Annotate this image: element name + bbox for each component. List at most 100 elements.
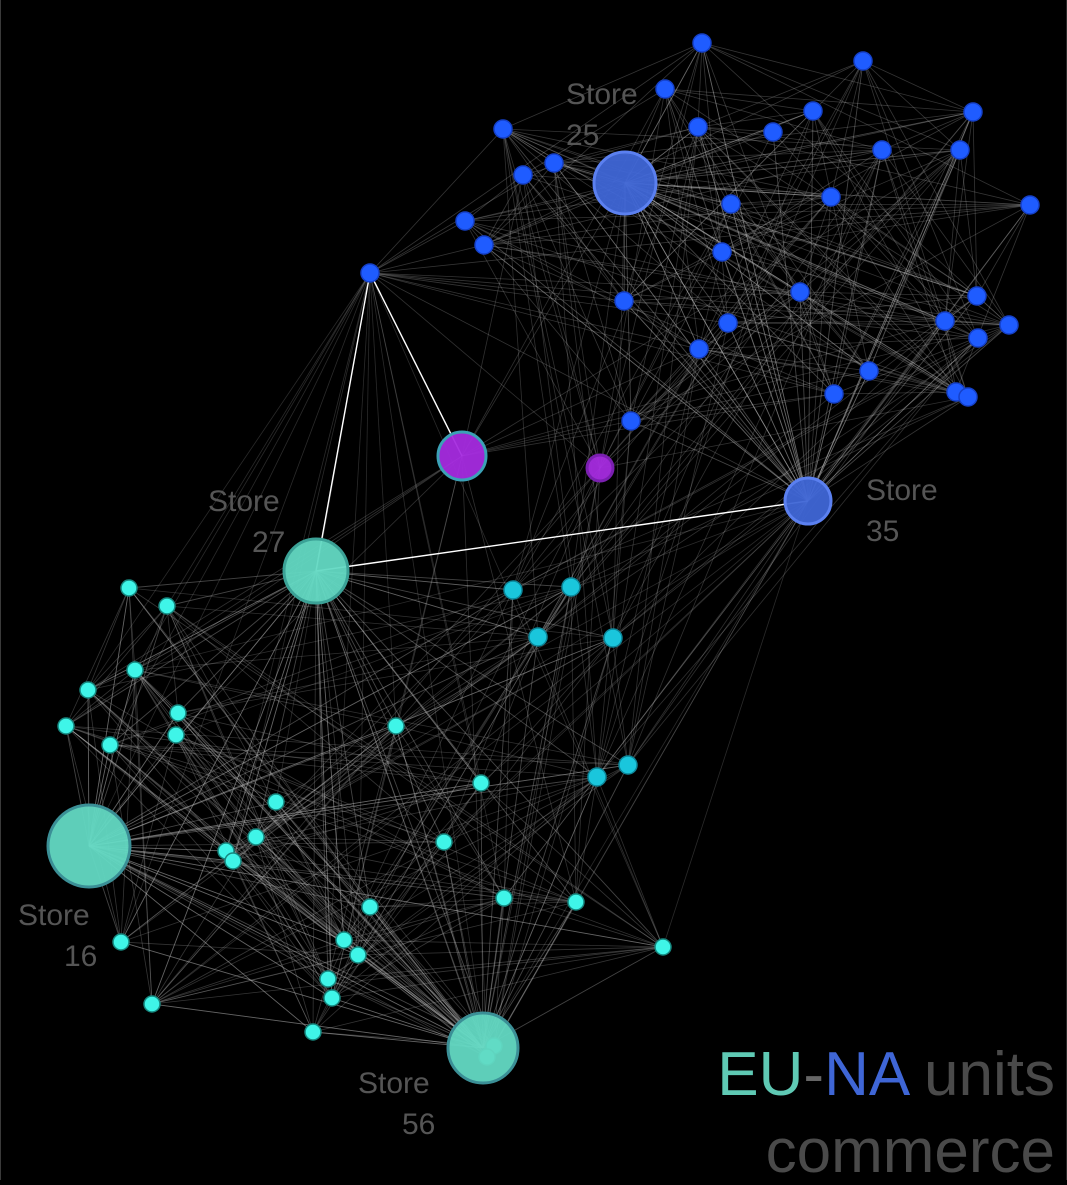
edge — [357, 782, 482, 956]
label-store-25: Store 25 — [566, 78, 646, 152]
blue-node — [859, 361, 879, 381]
edge — [799, 149, 961, 293]
edge — [331, 725, 397, 999]
edge — [65, 725, 482, 784]
edge — [624, 182, 946, 322]
edge — [503, 897, 664, 948]
edge — [395, 725, 505, 899]
edge — [166, 605, 329, 980]
edge — [175, 734, 505, 899]
teal-node — [323, 989, 341, 1007]
cyan-node — [528, 627, 548, 647]
edge — [151, 570, 317, 1005]
edge — [482, 776, 598, 1049]
edge — [395, 725, 598, 778]
edge — [88, 845, 495, 1047]
edge — [109, 744, 482, 784]
edge — [623, 300, 809, 502]
blue-node — [824, 384, 844, 404]
edge — [315, 570, 345, 941]
store-16-node — [46, 803, 132, 889]
edge — [612, 182, 626, 639]
edge — [730, 196, 832, 205]
blue-node — [821, 187, 841, 207]
edge — [701, 42, 809, 502]
edge — [830, 196, 978, 297]
edge — [175, 734, 359, 956]
edge — [461, 324, 1010, 457]
label-store-56: Store 56 — [358, 1067, 438, 1141]
edge — [502, 128, 809, 502]
edge — [575, 776, 598, 903]
teal-node — [567, 893, 585, 911]
edge — [88, 782, 482, 847]
edge — [596, 337, 979, 778]
edge — [177, 636, 539, 714]
edge — [701, 42, 1031, 206]
teal-node — [335, 931, 353, 949]
edge — [88, 845, 371, 908]
edge — [315, 570, 371, 908]
edge — [698, 291, 801, 350]
teal-node — [472, 774, 490, 792]
edge — [553, 162, 809, 502]
edge — [881, 149, 957, 393]
edge — [255, 636, 539, 838]
teal-node — [120, 579, 138, 597]
edges-layer — [65, 42, 1031, 1058]
edge — [522, 174, 601, 469]
edge — [503, 589, 514, 899]
edge — [315, 570, 345, 941]
edge — [701, 42, 835, 395]
edge — [461, 348, 700, 457]
edge — [232, 636, 539, 862]
edge — [88, 845, 664, 948]
edge — [151, 764, 629, 1005]
edge — [596, 420, 632, 778]
teal-node — [224, 852, 242, 870]
edge — [327, 946, 664, 980]
edge — [833, 149, 883, 395]
edge — [255, 836, 577, 903]
edge — [327, 764, 629, 980]
edge — [537, 149, 961, 638]
edge — [575, 467, 601, 903]
edge — [315, 570, 359, 956]
edge — [331, 897, 505, 999]
edge — [570, 182, 626, 588]
edge — [624, 182, 870, 372]
edge — [623, 110, 814, 302]
edge — [225, 782, 482, 852]
edge — [830, 196, 979, 339]
edge — [65, 669, 136, 727]
edge — [134, 669, 333, 999]
edge — [664, 88, 729, 324]
edge — [461, 393, 835, 457]
edge — [624, 182, 835, 395]
edge — [65, 725, 333, 999]
edge — [721, 149, 883, 253]
edge — [395, 636, 539, 727]
edge — [88, 845, 488, 1058]
edge — [464, 220, 809, 502]
edge — [502, 128, 957, 393]
edge — [630, 420, 809, 502]
edge — [128, 587, 484, 1049]
edge — [623, 60, 864, 302]
edge — [482, 589, 514, 1049]
edge — [868, 295, 978, 372]
teal-node — [435, 833, 453, 851]
edge — [134, 669, 397, 727]
edge — [596, 110, 814, 778]
edge — [480, 500, 809, 784]
edge — [166, 605, 371, 908]
edge — [627, 337, 979, 766]
edge — [512, 149, 961, 591]
blue-node — [853, 51, 873, 71]
edge — [315, 570, 333, 999]
edge — [862, 60, 969, 398]
edge — [807, 396, 969, 502]
edge — [807, 60, 864, 502]
edge — [327, 897, 505, 980]
edge — [624, 182, 979, 339]
